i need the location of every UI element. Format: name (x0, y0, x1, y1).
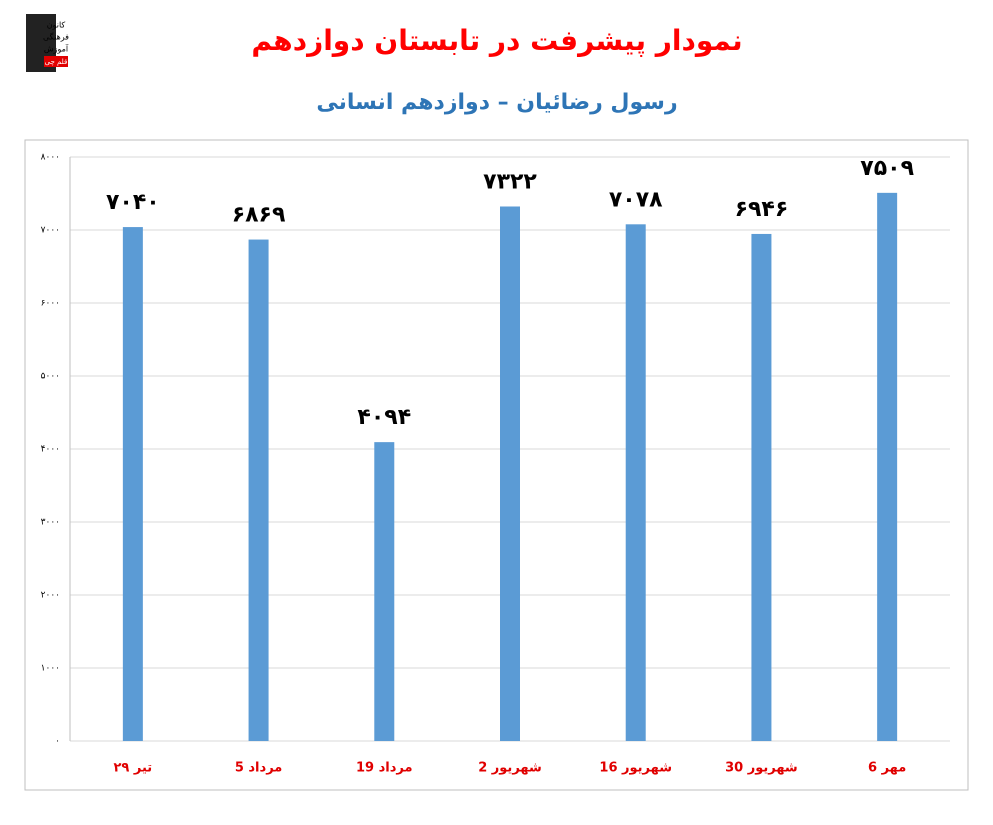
chart-subtitle: رسول رضائیان – دوازدهم انسانی (316, 90, 677, 115)
logo-text: فرهنگی (43, 32, 69, 42)
y-tick-label: ۲۰۰۰ (41, 591, 60, 601)
x-tick-label: 2 شهریور (478, 761, 542, 776)
x-tick-label: 19 مرداد (356, 761, 413, 776)
bar (500, 206, 520, 741)
x-tick-label: ۲۹ تیر (114, 761, 153, 776)
logo-badge (44, 56, 68, 67)
data-label: ۶۸۶۹ (232, 203, 286, 228)
data-label: ۷۵۰۹ (860, 156, 914, 181)
bar (122, 227, 143, 741)
bar (877, 192, 898, 741)
data-label: ۴۰۹۴ (357, 405, 411, 430)
logo-text: آموزش (44, 44, 69, 54)
data-label: ۷۰۷۸ (609, 187, 663, 212)
x-tick-label: 16 شهریور (599, 761, 672, 776)
logo-text: کانون (47, 21, 66, 30)
y-tick-label: ۵۰۰۰ (41, 372, 60, 382)
logo: کانون فرهنگی آموزش قلم چی (26, 14, 69, 72)
bar (751, 233, 772, 741)
bar (374, 442, 395, 741)
data-label: ۷۳۲۲ (483, 169, 537, 194)
chart-frame (24, 139, 969, 791)
y-tick-label: ۸۰۰۰ (41, 153, 60, 163)
y-tick-label: ۶۰۰۰ (41, 299, 60, 309)
data-label: ۷۰۴۰ (106, 190, 160, 215)
y-tick-label: ۴۰۰۰ (41, 445, 60, 455)
bar (248, 239, 269, 742)
y-tick-label: ۰ (55, 737, 60, 747)
chart-title: نمودار پیشرفت در تابستان دوازدهم (251, 24, 742, 57)
x-tick-label: 6 مهر (868, 761, 906, 776)
x-tick-label: 30 شهریور (725, 761, 798, 776)
y-tick-label: ۱۰۰۰ (41, 664, 60, 674)
y-tick-label: ۷۰۰۰ (41, 226, 60, 236)
bar (625, 224, 646, 741)
y-tick-label: ۳۰۰۰ (41, 518, 60, 528)
x-tick-label: 5 مرداد (235, 761, 283, 776)
logo-text: قلم چی (45, 58, 68, 66)
data-label: ۶۹۴۶ (735, 197, 789, 222)
